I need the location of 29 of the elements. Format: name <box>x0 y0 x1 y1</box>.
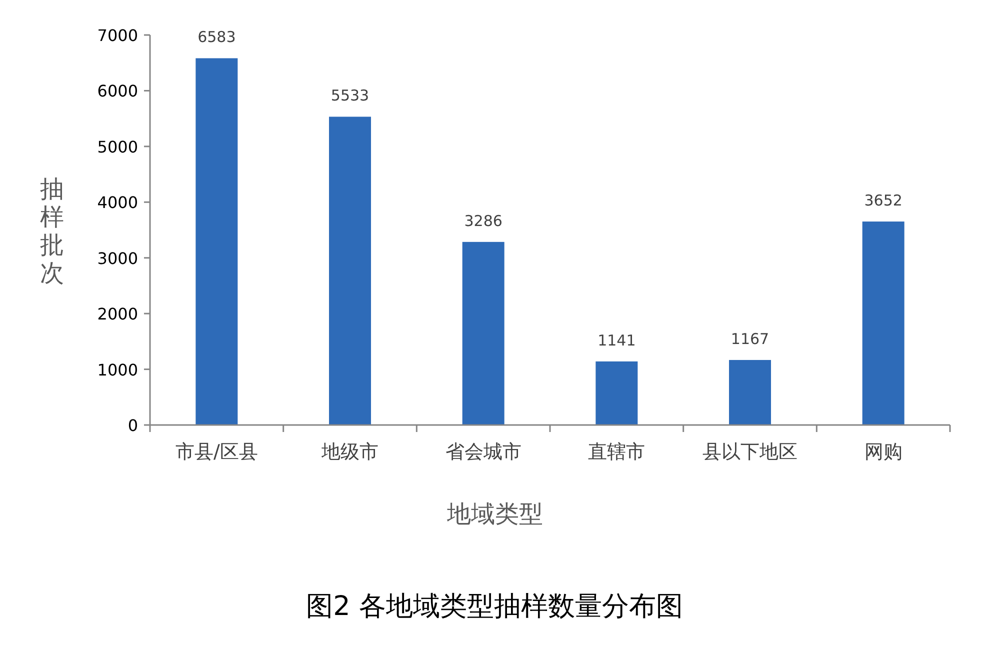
x-tick-label: 县以下地区 <box>702 441 798 463</box>
x-tick-label: 直辖市 <box>588 441 646 463</box>
y-tick-label: 3000 <box>97 248 138 268</box>
y-tick-label: 4000 <box>97 193 138 212</box>
data-label: 6583 <box>198 28 236 46</box>
x-tick-label: 市县/区县 <box>175 441 258 463</box>
bar <box>329 116 371 425</box>
text: 图2 各地域类型抽样数量分布图 <box>306 591 683 622</box>
x-tick-label: 省会城市 <box>445 441 522 463</box>
data-label: 3652 <box>864 192 902 210</box>
y-tick-label: 2000 <box>97 304 138 324</box>
x-tick-label: 地级市 <box>320 441 378 463</box>
data-label: 5533 <box>330 86 370 105</box>
data-label: 3286 <box>464 212 502 230</box>
bar <box>729 360 771 425</box>
bar <box>462 242 504 425</box>
y-tick-label: 6000 <box>97 82 138 101</box>
y-tick-label: 5000 <box>97 137 138 156</box>
data-label: 1167 <box>730 330 770 348</box>
y-axis-title: 抽样批次 <box>40 175 64 287</box>
bar <box>862 222 904 425</box>
y-tick-label: 1000 <box>97 360 138 380</box>
bar <box>596 361 638 425</box>
x-tick-label: 网购 <box>864 441 902 463</box>
data-label: 1141 <box>598 331 636 350</box>
y-tick-label: 0 <box>128 416 138 435</box>
bar <box>196 58 238 425</box>
y-tick-label: 7000 <box>97 26 138 45</box>
x-axis-title: 地域类型 <box>446 500 543 528</box>
